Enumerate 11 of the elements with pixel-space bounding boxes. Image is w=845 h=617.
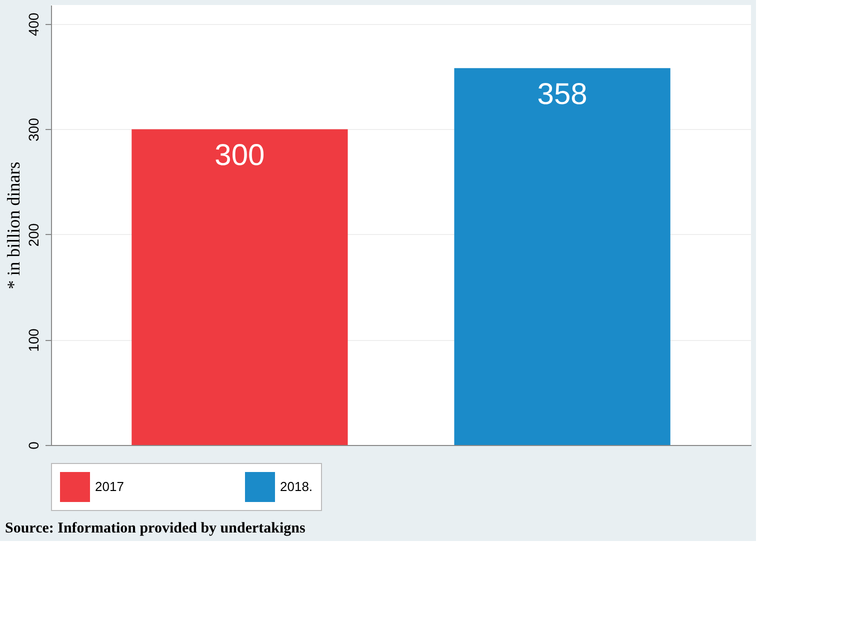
data-label: 300 [214, 139, 265, 172]
source-note: Source: Information provided by undertakigns [5, 520, 306, 536]
y-tick-label: 400 [26, 12, 42, 36]
y-tick-label: 300 [26, 118, 42, 142]
y-tick-label: 0 [26, 441, 42, 450]
legend-label: 2018. [280, 479, 313, 494]
data-label: 358 [537, 78, 588, 112]
y-tick-label: 200 [26, 223, 42, 247]
y-axis-title: * in billion dinars [4, 162, 24, 290]
legend-label: 2017 [95, 479, 124, 494]
y-tick-label: 100 [26, 328, 42, 352]
